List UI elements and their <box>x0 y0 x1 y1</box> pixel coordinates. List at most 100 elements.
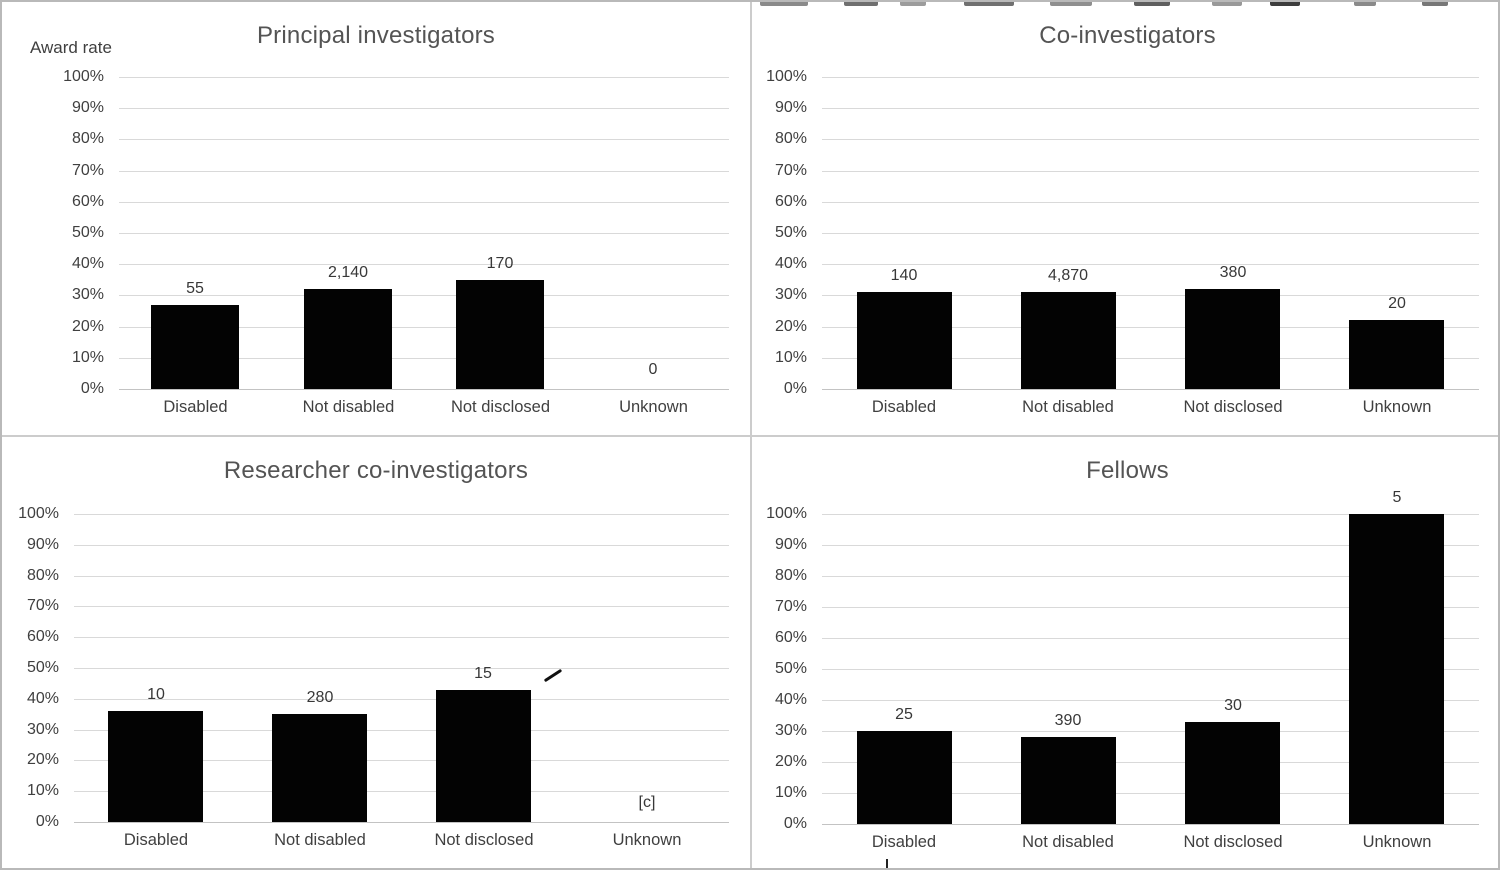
chart-title: Co-investigators <box>1039 22 1216 49</box>
y-tick-label: 20% <box>26 751 59 768</box>
y-tick-label: 40% <box>26 690 59 707</box>
x-category-label-not-disabled: Not disabled <box>1022 833 1114 851</box>
gridline <box>119 327 729 328</box>
chart-researcher-co-investigators: Researcher co-investigators 100% 90% 80% 70%… <box>2 437 750 868</box>
gridline <box>119 108 729 109</box>
chart-principal-investigators: Principal investigators 100% 90% 80% 70% 60% 5… <box>2 2 750 435</box>
bar-value-label-not-disabled: 280 <box>306 689 334 706</box>
x-category-label-not-disclosed: Not disclosed <box>1183 398 1283 416</box>
y-tick-label: 0% <box>783 815 807 832</box>
y-tick-label: 10% <box>26 782 59 799</box>
bar-not-disclosed <box>1185 722 1280 824</box>
gridline <box>119 233 729 234</box>
scan-smudge-mark <box>1134 2 1170 6</box>
bar-not-disclosed <box>1185 289 1280 389</box>
gridline <box>119 77 729 78</box>
bar-value-label-disabled: 55 <box>186 280 204 297</box>
scan-smudge-mark <box>1422 2 1448 6</box>
gridline <box>119 202 729 203</box>
x-category-label-disabled: Disabled <box>123 831 189 849</box>
gridline <box>822 545 1479 546</box>
x-category-label-disabled: Disabled <box>871 833 937 851</box>
bar-value-label-unknown: 20 <box>1388 295 1406 312</box>
y-tick-label: 100% <box>18 505 59 522</box>
y-tick-label: 100% <box>766 68 807 85</box>
y-tick-label: 100% <box>766 505 807 522</box>
gridline <box>822 576 1479 577</box>
x-category-label-not-disabled: Not disabled <box>1022 398 1114 416</box>
y-tick-label: 0% <box>35 813 59 830</box>
x-category-label-disabled: Disabled <box>871 398 937 416</box>
gridline <box>822 77 1479 78</box>
gridline <box>119 171 729 172</box>
bar-value-label-not-disabled: 4,870 <box>1047 267 1089 284</box>
x-category-label-unknown: Unknown <box>1362 398 1432 416</box>
scan-smudge-mark <box>1270 2 1300 6</box>
bar-disabled <box>151 305 239 389</box>
y-tick-label: 0% <box>80 380 104 397</box>
y-tick-label: 60% <box>26 628 59 645</box>
scan-smudge-mark <box>964 2 1014 6</box>
gridline <box>119 295 729 296</box>
bar-not-disabled <box>1021 737 1116 824</box>
bar-not-disabled <box>304 289 392 389</box>
gridline <box>822 514 1479 515</box>
quadrant-divider-horizontal <box>2 435 1498 437</box>
gridline <box>119 139 729 140</box>
gridline <box>822 233 1479 234</box>
x-category-label-not-disclosed: Not disclosed <box>450 398 551 416</box>
x-category-label-not-disabled: Not disabled <box>274 831 366 849</box>
x-axis-line <box>822 389 1479 390</box>
gridline <box>74 699 729 700</box>
gridline <box>822 264 1479 265</box>
gridline <box>822 171 1479 172</box>
gridline <box>74 730 729 731</box>
bar-value-label-not-disclosed: 170 <box>486 255 514 272</box>
gridline <box>119 358 729 359</box>
stray-tick-mark <box>886 859 888 868</box>
gridline <box>822 295 1479 296</box>
gridline <box>74 514 729 515</box>
y-tick-label: 20% <box>774 318 807 335</box>
bar-not-disabled <box>272 714 367 822</box>
gridline <box>74 576 729 577</box>
gridline <box>74 637 729 638</box>
y-tick-label: 50% <box>774 660 807 677</box>
scan-smudge-mark <box>1050 2 1092 6</box>
y-tick-label: 60% <box>71 193 104 210</box>
bar-value-label-not-disclosed: 30 <box>1224 697 1242 714</box>
y-tick-label: 50% <box>26 659 59 676</box>
bar-value-label-not-disabled: 390 <box>1054 712 1082 729</box>
gridline <box>74 606 729 607</box>
bar-value-label-not-disabled: 2,140 <box>327 264 369 281</box>
y-tick-label: 90% <box>26 536 59 553</box>
y-tick-label: 0% <box>783 380 807 397</box>
bar-value-label-unknown: 0 <box>648 361 658 378</box>
bar-value-label-disabled: 25 <box>895 706 913 723</box>
chart-fellows: Fellows 100% 90% 80% 70% 60% 50% 40% 30% 20% 10% 0%… <box>753 437 1498 868</box>
x-category-label-not-disabled: Not disabled <box>302 398 395 416</box>
y-tick-label: 40% <box>774 255 807 272</box>
y-tick-label: 90% <box>71 99 104 116</box>
gridline <box>74 760 729 761</box>
chart-title: Principal investigators <box>256 22 496 49</box>
bar-disabled <box>108 711 203 822</box>
gridline <box>74 791 729 792</box>
y-tick-label: 80% <box>774 567 807 584</box>
bar-not-disclosed <box>456 280 544 389</box>
y-tick-label: 40% <box>774 691 807 708</box>
scan-smudge-mark <box>844 2 878 6</box>
gridline <box>822 700 1479 701</box>
gridline <box>74 668 729 669</box>
y-tick-label: 10% <box>774 784 807 801</box>
gridline <box>822 607 1479 608</box>
x-category-label-not-disclosed: Not disclosed <box>434 831 534 849</box>
bar-disabled <box>857 292 952 389</box>
bar-disabled <box>857 731 952 824</box>
x-axis-line <box>822 824 1479 825</box>
y-tick-label: 10% <box>71 349 104 366</box>
gridline <box>822 762 1479 763</box>
bar-not-disclosed <box>436 690 531 822</box>
y-tick-label: 70% <box>774 598 807 615</box>
